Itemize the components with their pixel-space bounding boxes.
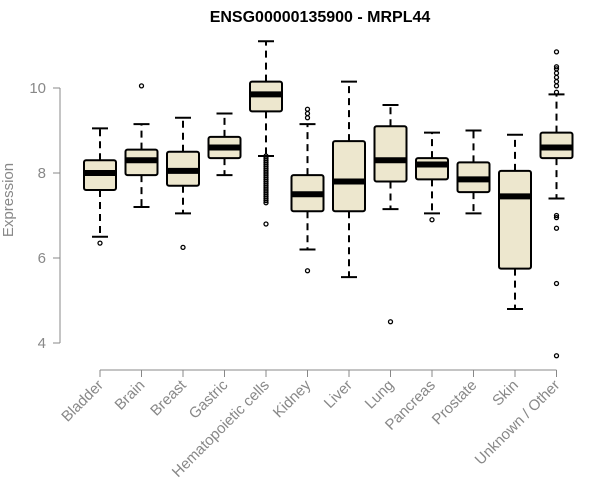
box-group bbox=[373, 104, 408, 325]
outlier-point bbox=[553, 66, 560, 72]
box-group bbox=[456, 129, 491, 215]
outlier-point bbox=[553, 212, 560, 219]
y-tick-label: 8 bbox=[38, 165, 46, 182]
x-tick-label: Kidney bbox=[270, 376, 315, 421]
outlier-point bbox=[553, 78, 560, 85]
y-tick-label: 4 bbox=[38, 335, 46, 352]
box-group bbox=[207, 112, 242, 177]
outlier-point bbox=[553, 225, 560, 231]
x-tick-label: Lung bbox=[362, 377, 398, 413]
box-iqr bbox=[415, 157, 449, 181]
box-group bbox=[166, 116, 200, 251]
outlier-point bbox=[138, 83, 145, 89]
box-group bbox=[124, 83, 159, 208]
outlier-point bbox=[553, 89, 560, 95]
outlier-point bbox=[553, 214, 560, 221]
outlier-point bbox=[304, 115, 311, 121]
box-iqr bbox=[498, 169, 532, 270]
x-tick-label: Brain bbox=[112, 377, 149, 414]
outlier-point bbox=[263, 221, 269, 227]
outlier-point bbox=[387, 319, 394, 325]
y-tick-label: 6 bbox=[38, 250, 46, 267]
chart-title: ENSG00000135900 - MRPL44 bbox=[210, 9, 431, 26]
box-group bbox=[498, 133, 532, 310]
outlier-point bbox=[553, 49, 560, 55]
outlier-point bbox=[263, 155, 269, 161]
outlier-point bbox=[263, 153, 269, 159]
outlier-point bbox=[553, 74, 560, 81]
box-group bbox=[332, 80, 366, 279]
box-group bbox=[83, 127, 117, 246]
y-tick-label: 10 bbox=[29, 80, 46, 97]
box-group bbox=[415, 131, 449, 223]
outlier-point bbox=[97, 240, 103, 246]
box-iqr bbox=[373, 125, 408, 183]
x-tick-label: Bladder bbox=[58, 377, 107, 426]
outlier-point bbox=[553, 353, 560, 359]
x-tick-label: Breast bbox=[147, 376, 190, 419]
outlier-point bbox=[553, 70, 560, 76]
y-axis: 4 6 8 10 bbox=[29, 80, 61, 352]
box-iqr bbox=[332, 140, 366, 213]
x-tick-label: Prostate bbox=[429, 377, 481, 429]
box-group bbox=[539, 49, 574, 359]
x-tick-label: Skin bbox=[489, 377, 522, 410]
outlier-point bbox=[553, 83, 560, 89]
outlier-point bbox=[553, 280, 560, 287]
box-group bbox=[249, 40, 283, 227]
outlier-point bbox=[304, 106, 311, 112]
outlier-point bbox=[429, 217, 435, 223]
y-axis-label: Expression bbox=[0, 163, 17, 237]
outlier-point bbox=[553, 64, 560, 70]
outlier-point bbox=[304, 268, 311, 274]
box-group bbox=[290, 106, 325, 274]
outlier-point bbox=[304, 110, 311, 117]
x-tick-label: Liver bbox=[321, 377, 356, 412]
outlier-point bbox=[180, 244, 186, 251]
plot-area bbox=[83, 40, 574, 359]
